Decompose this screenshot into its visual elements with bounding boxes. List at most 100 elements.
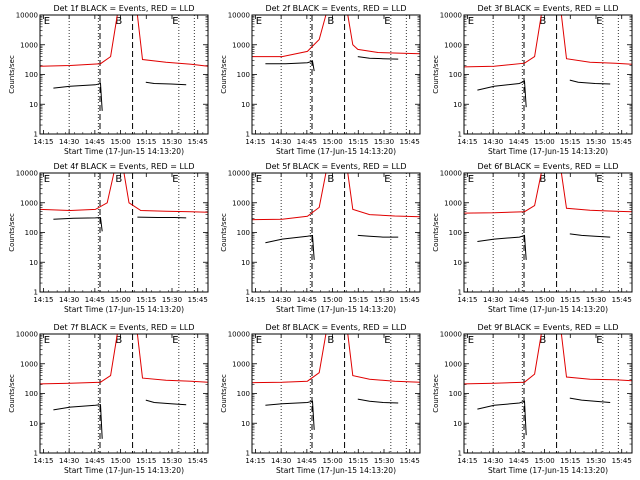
chart-panel: Det 7f BLACK = Events, RED = LLD Counts/s…: [8, 323, 209, 475]
y-tick-label: 10: [241, 259, 250, 267]
x-tick-label: 15:00: [322, 296, 342, 304]
marker-label: E: [172, 174, 178, 185]
marker-label: E: [468, 16, 474, 27]
marker-label: E: [596, 335, 602, 346]
x-tick-label: 15:15: [348, 138, 368, 146]
chart-title: Det 7f BLACK = Events, RED = LLD: [53, 323, 194, 332]
x-tick-label: 15:15: [136, 457, 156, 465]
x-axis-label: Start Time (17-Jun-15 14:13:20): [64, 147, 184, 156]
y-tick-label: 1: [246, 450, 250, 458]
y-axis-label: Counts/sec: [8, 213, 16, 252]
y-tick-label: 1000: [20, 360, 38, 368]
y-tick-label: 100: [449, 229, 462, 237]
marker-label: B: [327, 335, 334, 346]
x-axis-label: Start Time (17-Jun-15 14:13:20): [64, 305, 184, 314]
marker-label: E: [172, 16, 178, 27]
x-tick-label: 14:45: [509, 296, 529, 304]
x-tick-label: 15:45: [400, 457, 420, 465]
y-tick-label: 10: [453, 101, 462, 109]
y-tick-label: 1000: [444, 360, 462, 368]
plot-frame: [39, 333, 209, 454]
x-tick-label: 14:45: [509, 457, 529, 465]
y-tick-label: 1000: [20, 41, 38, 49]
lld-series-line: [251, 172, 421, 221]
y-tick-label: 10000: [16, 331, 38, 339]
x-tick-label: 15:30: [374, 296, 394, 304]
chart-title: Det 3f BLACK = Events, RED = LLD: [477, 4, 618, 13]
x-tick-label: 14:30: [59, 138, 79, 146]
y-tick-label: 10: [453, 420, 462, 428]
events-series-line: [477, 79, 611, 108]
y-tick-label: 10: [29, 420, 38, 428]
x-tick-label: 15:30: [586, 138, 606, 146]
plot-frame: [463, 333, 633, 454]
plot-frame: [251, 172, 421, 293]
x-tick-label: 15:00: [110, 138, 130, 146]
x-tick-label: 15:45: [612, 457, 632, 465]
chart-title: Det 1f BLACK = Events, RED = LLD: [53, 4, 194, 13]
x-tick-label: 15:15: [348, 296, 368, 304]
y-tick-label: 1: [246, 289, 250, 297]
x-tick-label: 14:30: [483, 296, 503, 304]
events-series-line: [265, 234, 399, 260]
y-tick-label: 10000: [16, 170, 38, 178]
marker-label: B: [115, 335, 122, 346]
events-series-line: [477, 233, 611, 260]
x-tick-label: 15:15: [136, 138, 156, 146]
marker-label: B: [115, 16, 122, 27]
x-tick-label: 15:15: [136, 296, 156, 304]
marker-label: E: [44, 174, 50, 185]
x-tick-label: 14:15: [33, 296, 53, 304]
y-tick-label: 10000: [228, 12, 250, 20]
chart-title: Det 9f BLACK = Events, RED = LLD: [477, 323, 618, 332]
y-tick-label: 1: [458, 289, 462, 297]
chart-panel: Det 2f BLACK = Events, RED = LLD Counts/s…: [220, 4, 421, 156]
x-tick-label: 14:15: [245, 457, 265, 465]
x-tick-label: 14:45: [85, 138, 105, 146]
x-axis-label: Start Time (17-Jun-15 14:13:20): [276, 147, 396, 156]
x-tick-label: 15:30: [162, 457, 182, 465]
y-tick-label: 100: [449, 71, 462, 79]
y-tick-label: 100: [25, 229, 38, 237]
plot-frame: [251, 14, 421, 135]
x-tick-label: 15:15: [560, 138, 580, 146]
y-tick-label: 1000: [444, 199, 462, 207]
marker-label: E: [596, 174, 602, 185]
x-tick-label: 15:00: [534, 296, 554, 304]
x-tick-label: 14:45: [509, 138, 529, 146]
plot-frame: [463, 172, 633, 293]
events-series-line: [53, 399, 187, 439]
x-tick-label: 15:00: [322, 457, 342, 465]
x-tick-label: 15:00: [322, 138, 342, 146]
x-tick-label: 14:30: [483, 457, 503, 465]
chart-title: Det 2f BLACK = Events, RED = LLD: [265, 4, 406, 13]
plot-frame: [463, 14, 633, 135]
plot-frame: [39, 14, 209, 135]
marker-label: B: [539, 335, 546, 346]
chart-panel: Det 3f BLACK = Events, RED = LLD Counts/s…: [432, 4, 633, 156]
marker-label: E: [384, 174, 390, 185]
x-tick-label: 14:30: [59, 457, 79, 465]
y-tick-label: 10: [241, 420, 250, 428]
y-tick-label: 10: [29, 101, 38, 109]
marker-label: B: [327, 174, 334, 185]
y-tick-label: 1000: [232, 199, 250, 207]
marker-label: E: [468, 335, 474, 346]
lld-series-line: [39, 172, 209, 213]
y-tick-label: 100: [237, 390, 250, 398]
x-tick-label: 15:45: [400, 296, 420, 304]
x-axis-label: Start Time (17-Jun-15 14:13:20): [64, 466, 184, 475]
lld-series-line: [39, 333, 209, 385]
x-tick-label: 15:30: [586, 296, 606, 304]
marker-label: E: [256, 335, 262, 346]
y-tick-label: 10000: [228, 170, 250, 178]
chart-title: Det 6f BLACK = Events, RED = LLD: [477, 162, 618, 171]
x-tick-label: 15:45: [612, 138, 632, 146]
y-tick-label: 100: [25, 71, 38, 79]
plot-frame: [251, 333, 421, 454]
y-axis-label: Counts/sec: [220, 374, 228, 413]
y-tick-label: 1000: [232, 360, 250, 368]
y-tick-label: 1: [34, 289, 38, 297]
y-tick-label: 10: [29, 259, 38, 267]
x-tick-label: 14:15: [33, 457, 53, 465]
